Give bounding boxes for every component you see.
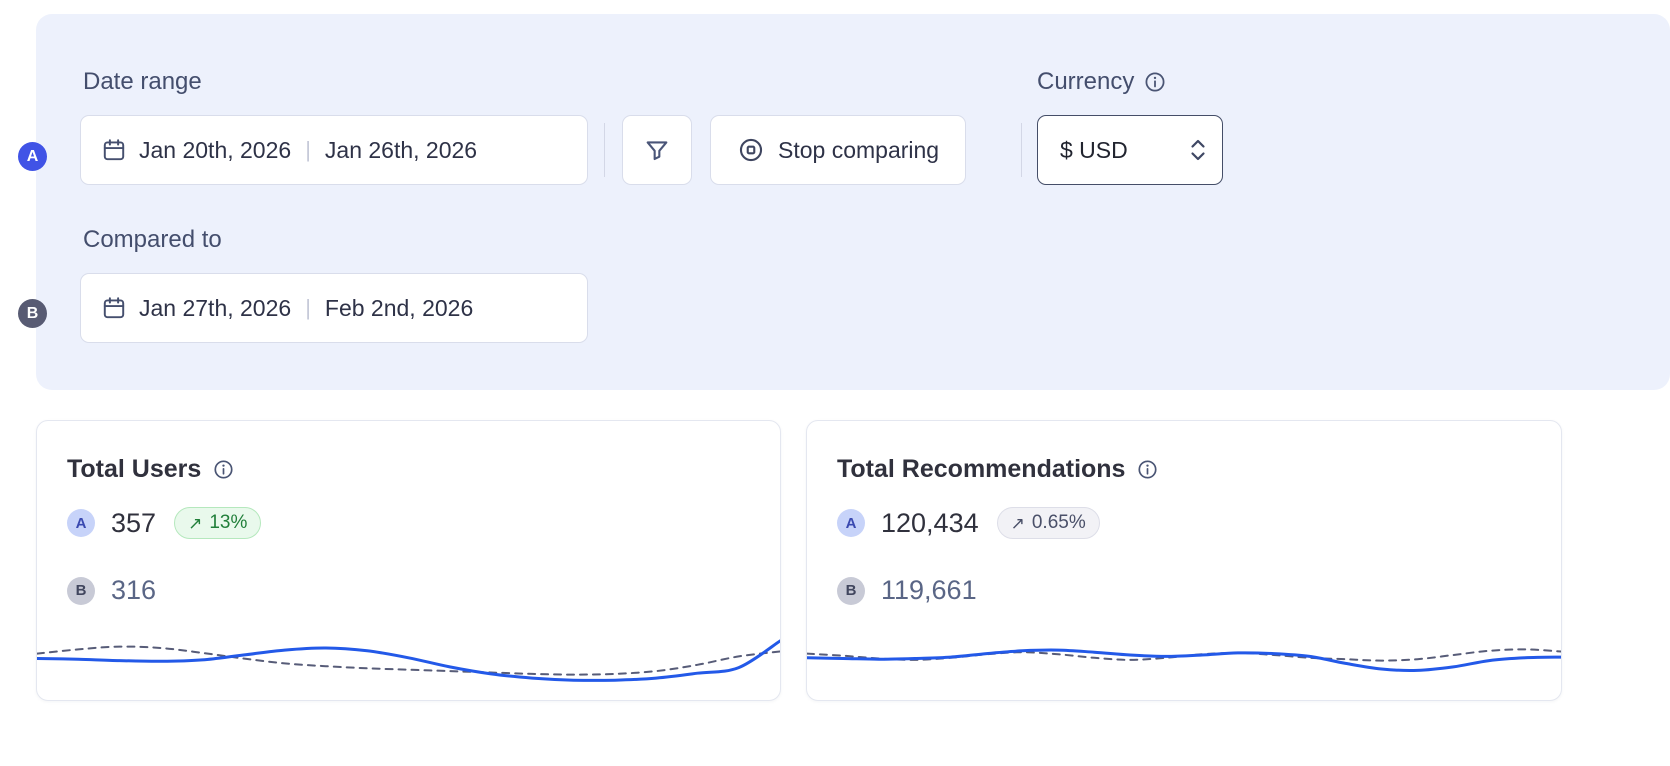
range-b-marker: B — [18, 299, 47, 328]
stop-comparing-button[interactable]: Stop comparing — [710, 115, 967, 185]
card-title-row: Total Users — [67, 455, 234, 484]
date-range-label-text: Date range — [83, 68, 202, 95]
series-a-value: 120,434 — [881, 507, 979, 538]
compared-to-label-text: Compared to — [83, 226, 222, 253]
info-icon[interactable] — [1137, 459, 1158, 480]
currency-label-text: Currency — [1037, 68, 1135, 95]
date-a-end: Jan 26th, 2026 — [324, 136, 478, 163]
currency-select[interactable]: $ USD — [1037, 115, 1223, 185]
card-total-recommendations: Total Recommendations A 120,434 ↗ 0.65% … — [806, 420, 1562, 701]
divider — [604, 123, 605, 177]
series-b-value: 316 — [111, 575, 157, 605]
card-total-users: Total Users A 357 ↗ 13% B 316 — [36, 420, 781, 701]
date-separator: | — [305, 137, 311, 162]
calendar-icon — [103, 139, 125, 161]
stop-circle-icon — [739, 138, 763, 162]
change-badge: ↗ 13% — [174, 507, 262, 539]
card-title-row: Total Recommendations — [837, 455, 1158, 484]
series-a-value: 357 — [111, 507, 157, 538]
compared-to-label: Compared to — [83, 226, 222, 254]
range-a-marker: A — [18, 142, 47, 171]
trend-up-icon: ↗ — [1010, 513, 1025, 533]
card-title: Total Recommendations — [837, 455, 1126, 483]
divider — [1021, 123, 1022, 177]
funnel-icon — [646, 141, 668, 161]
stop-comparing-label: Stop comparing — [778, 136, 940, 163]
date-a-start: Jan 20th, 2026 — [139, 136, 292, 163]
metric-row-a: A 357 ↗ 13% — [67, 507, 262, 539]
currency-label: Currency — [1037, 68, 1166, 96]
metric-row-a: A 120,434 ↗ 0.65% — [837, 507, 1100, 539]
series-b-badge: B — [67, 576, 95, 605]
series-a-badge: A — [67, 509, 95, 537]
series-b-badge: B — [837, 576, 865, 605]
change-badge: ↗ 0.65% — [996, 507, 1100, 539]
card-title: Total Users — [67, 455, 202, 483]
change-value: 0.65% — [1031, 512, 1086, 533]
filter-panel: Date range Jan 20th, 2026 | Jan 26th, 20… — [36, 14, 1670, 390]
total-recommendations-sparkline — [807, 648, 1561, 673]
total-users-sparkline — [37, 639, 780, 682]
currency-value: $ USD — [1060, 136, 1128, 163]
filter-button[interactable] — [622, 115, 692, 185]
date-range-picker-b[interactable]: Jan 27th, 2026 | Feb 2nd, 2026 — [80, 273, 588, 343]
stepper-chevrons-icon — [1191, 139, 1205, 161]
change-value: 13% — [209, 512, 248, 533]
date-range-label: Date range — [83, 68, 202, 96]
trend-up-icon: ↗ — [188, 513, 203, 533]
calendar-icon — [103, 297, 125, 319]
date-b-start: Jan 27th, 2026 — [139, 294, 292, 321]
metric-row-b: B 316 — [67, 575, 156, 606]
metric-row-b: B 119,661 — [837, 575, 977, 606]
series-b-value: 119,661 — [881, 575, 977, 605]
info-icon[interactable] — [1144, 71, 1166, 93]
date-range-picker-a[interactable]: Jan 20th, 2026 | Jan 26th, 2026 — [80, 115, 588, 185]
date-separator: | — [305, 295, 311, 320]
date-b-end: Feb 2nd, 2026 — [324, 294, 474, 321]
series-a-badge: A — [837, 509, 865, 537]
info-icon[interactable] — [213, 459, 234, 480]
